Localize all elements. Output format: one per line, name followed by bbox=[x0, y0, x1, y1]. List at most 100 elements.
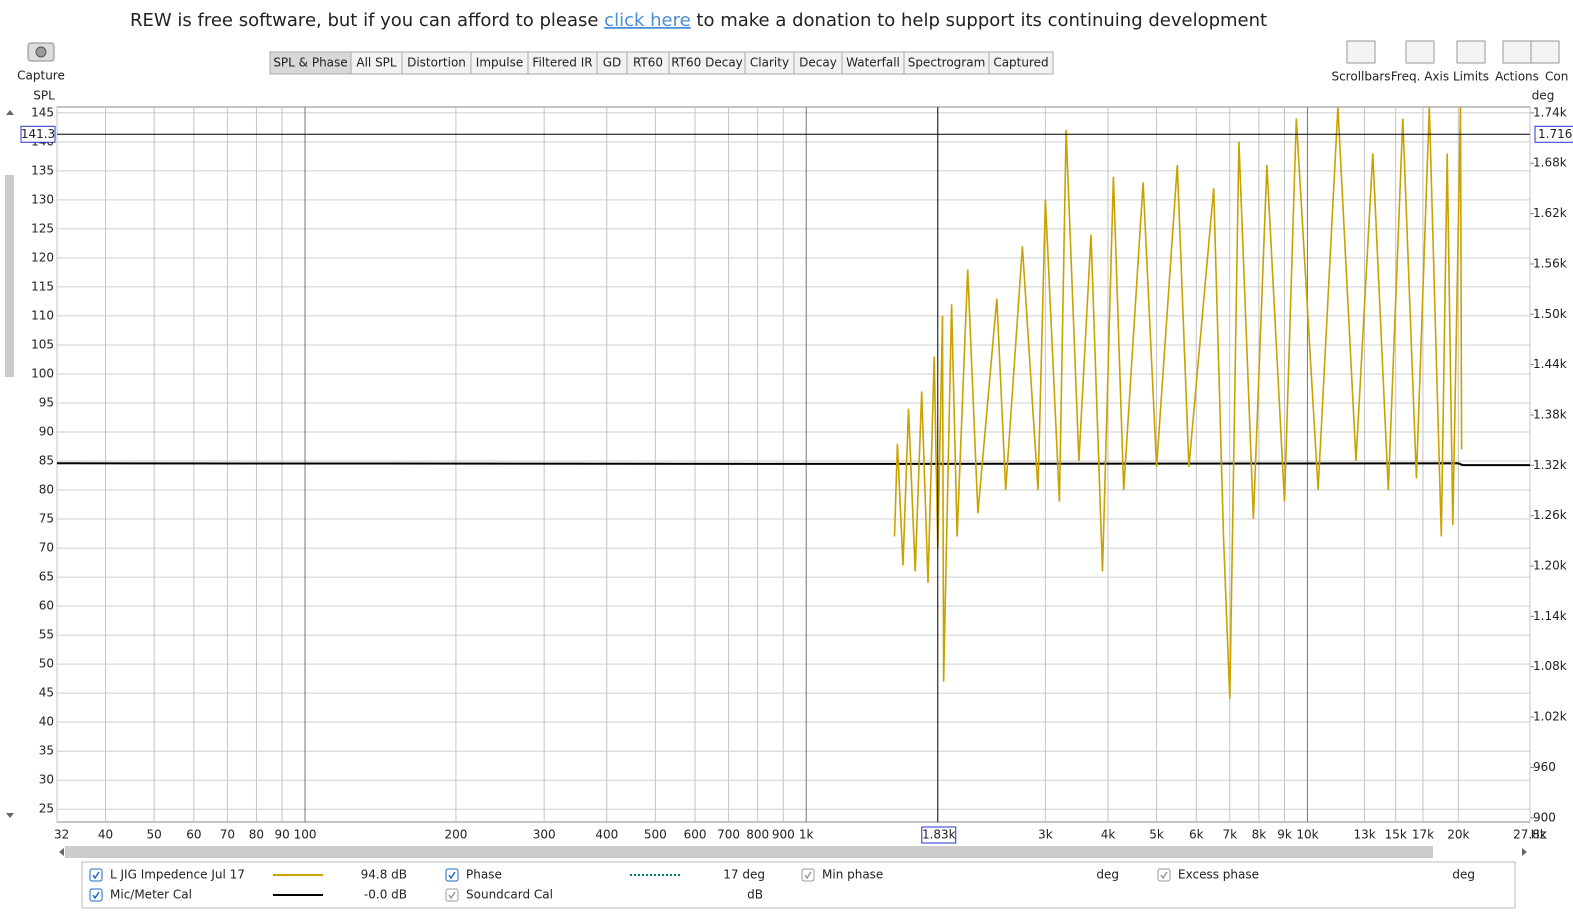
y-tick-label: 70 bbox=[39, 541, 54, 555]
y-tick-label: 40 bbox=[39, 715, 54, 729]
check-mark bbox=[92, 871, 100, 880]
legend-readout: 94.8 dB bbox=[361, 868, 407, 882]
x-tick-label: 80 bbox=[249, 828, 264, 842]
x-tick-label: 90 bbox=[274, 828, 289, 842]
checkbox[interactable] bbox=[89, 888, 103, 902]
y-tick-label: 130 bbox=[31, 192, 54, 206]
y2-tick-label: 1.02k bbox=[1533, 710, 1567, 724]
h-scroll bbox=[59, 846, 1527, 858]
tab-label: Captured bbox=[993, 56, 1048, 70]
y2-tick-label: 1.08k bbox=[1533, 659, 1567, 673]
checkbox[interactable] bbox=[89, 868, 103, 882]
checkbox[interactable] bbox=[1157, 868, 1171, 882]
y2-tick-label: 1.38k bbox=[1533, 407, 1567, 421]
legend-readout: -0.0 dB bbox=[364, 888, 407, 902]
checkbox[interactable] bbox=[801, 868, 815, 882]
scroll-left bbox=[5, 110, 14, 818]
y-tick-label: 105 bbox=[31, 337, 54, 351]
y2-tick-label: 900 bbox=[1533, 810, 1556, 824]
tab-label: RT60 bbox=[633, 56, 663, 70]
x-tick-label: 100 bbox=[294, 828, 317, 842]
y-tick-label: 60 bbox=[39, 599, 54, 613]
tool-icon[interactable] bbox=[1502, 40, 1532, 64]
y-tick-label: 125 bbox=[31, 221, 54, 235]
tab-label: Impulse bbox=[476, 56, 523, 70]
x-tick-label: 800 bbox=[746, 828, 769, 842]
legend-name: Soundcard Cal bbox=[466, 888, 553, 902]
cursor-box bbox=[20, 125, 56, 143]
h-scroll-thumb[interactable] bbox=[65, 846, 1433, 858]
x-tick-label: 5k bbox=[1149, 828, 1164, 842]
x-tick-label: 6k bbox=[1189, 828, 1204, 842]
checkbox[interactable] bbox=[445, 868, 459, 882]
tool-icon[interactable] bbox=[1346, 40, 1376, 64]
tool-icon[interactable] bbox=[1405, 40, 1435, 64]
tab-label: GD bbox=[603, 56, 622, 70]
x-tick-label: 9k bbox=[1277, 828, 1292, 842]
y2-tick-label: 1.74k bbox=[1533, 105, 1567, 119]
y-tick-label: 75 bbox=[39, 512, 54, 526]
capture-button[interactable]: Capture bbox=[17, 42, 65, 83]
legend-box bbox=[81, 861, 1516, 909]
tool-label: Freq. Axis bbox=[1391, 70, 1449, 84]
x-tick-label: 900 bbox=[772, 828, 795, 842]
x-tick-label: 40 bbox=[98, 828, 113, 842]
y2-tick-label: 1.56k bbox=[1533, 256, 1567, 270]
tab-label: Waterfall bbox=[846, 56, 900, 70]
y-tick-label: 25 bbox=[39, 802, 54, 816]
tool-icon[interactable] bbox=[1530, 40, 1560, 64]
x-tick-label: 13k bbox=[1353, 828, 1375, 842]
x-tick-label: 10k bbox=[1296, 828, 1318, 842]
legend-readout: dB bbox=[747, 888, 763, 902]
legend-name: Mic/Meter Cal bbox=[110, 888, 192, 902]
x-tick-label: 500 bbox=[644, 828, 667, 842]
cursor-x-label: 1.83k bbox=[922, 828, 956, 842]
series-line bbox=[893, 106, 1463, 700]
y-tick-label: 135 bbox=[31, 163, 54, 177]
x-tick-label: 60 bbox=[186, 828, 201, 842]
capture-label: Capture bbox=[17, 69, 65, 83]
tab-label: Filtered IR bbox=[532, 56, 592, 70]
check-mark bbox=[92, 891, 100, 900]
tool-label: Limits bbox=[1453, 70, 1489, 84]
x-tick-label: 200 bbox=[444, 828, 467, 842]
y-tick-label: 45 bbox=[39, 686, 54, 700]
x-tick-label: 20k bbox=[1447, 828, 1469, 842]
check-mark bbox=[804, 871, 812, 880]
y-tick-label: 55 bbox=[39, 628, 54, 642]
banner: REW is free software, but if you can aff… bbox=[130, 10, 1267, 31]
y-tick-label: 80 bbox=[39, 483, 54, 497]
y-tick-label: 90 bbox=[39, 425, 54, 439]
banner-text: to make a donation to help support its c… bbox=[696, 10, 1267, 31]
legend-name: Min phase bbox=[822, 868, 883, 882]
y-tick-label: 110 bbox=[31, 308, 54, 322]
tab-button[interactable] bbox=[988, 51, 1054, 75]
v-scroll-thumb[interactable] bbox=[5, 175, 14, 377]
check-mark bbox=[1160, 871, 1168, 880]
tool-label: Actions bbox=[1495, 70, 1539, 84]
tool-label: Scrollbars bbox=[1331, 70, 1390, 84]
x-tick-label: 700 bbox=[717, 828, 740, 842]
legend-readout: deg bbox=[1096, 868, 1119, 882]
x-tick-label: 27.8k bbox=[1513, 828, 1547, 842]
tab-label: Clarity bbox=[750, 56, 789, 70]
y2-tick-label: 1.50k bbox=[1533, 307, 1567, 321]
x-tick-label: 1k bbox=[799, 828, 814, 842]
tab-label: RT60 Decay bbox=[671, 56, 743, 70]
tool-icon[interactable] bbox=[1456, 40, 1486, 64]
legend-name: Phase bbox=[466, 868, 502, 882]
checkbox[interactable] bbox=[445, 888, 459, 902]
y2-tick-label: 1.68k bbox=[1533, 156, 1567, 170]
tab-label: Spectrogram bbox=[908, 56, 986, 70]
y-tick-label: 95 bbox=[39, 395, 54, 409]
x-tick-label: 3k bbox=[1038, 828, 1053, 842]
y-tick-label: 30 bbox=[39, 773, 54, 787]
y-tick-label: 115 bbox=[31, 279, 54, 293]
y2-tick-label: 1.26k bbox=[1533, 508, 1567, 522]
x-tick-label: 7k bbox=[1223, 828, 1238, 842]
y2-tick-label: 1.44k bbox=[1533, 357, 1567, 371]
donate-link[interactable]: click here bbox=[604, 10, 691, 31]
y-tick-label: 65 bbox=[39, 570, 54, 584]
x-tick-label: 600 bbox=[684, 828, 707, 842]
